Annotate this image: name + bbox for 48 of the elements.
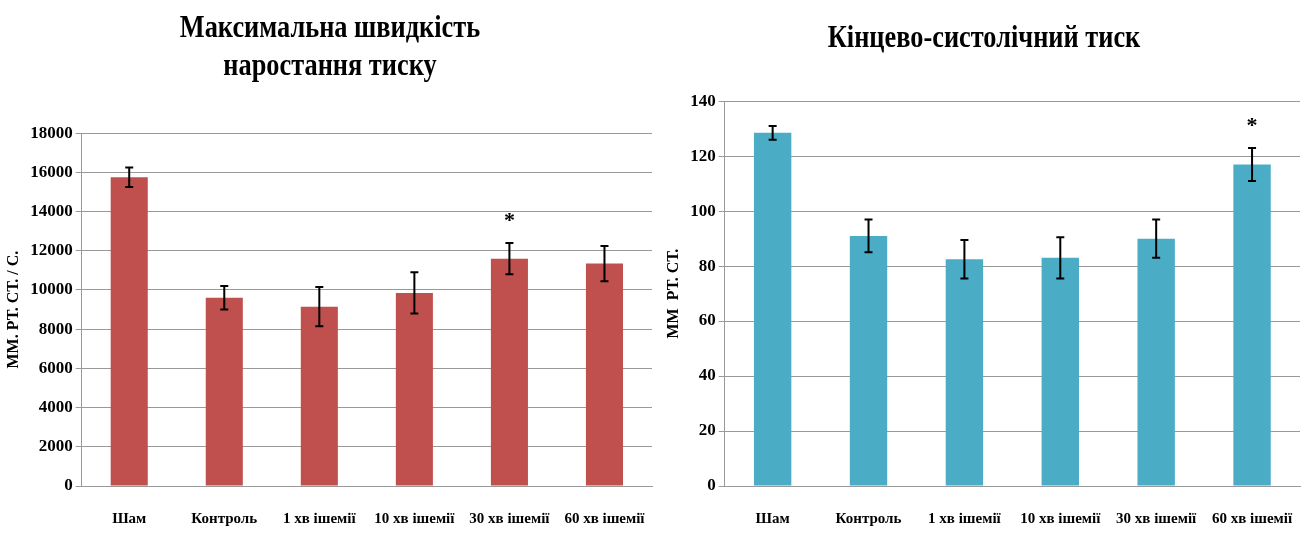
y-tick-label: 0: [707, 475, 716, 495]
bar: [753, 132, 792, 486]
y-tick-label: 140: [690, 90, 716, 110]
bar: [1137, 238, 1175, 486]
y-tick-label: 2000: [38, 436, 73, 456]
y-axis-title: ММ РТ. СТ.: [663, 248, 681, 339]
x-tick-label: 1 хв ішемії: [928, 509, 1002, 526]
bar: [110, 177, 148, 486]
y-tick-label: 100: [690, 200, 716, 220]
x-tick-label: 60 хв ішемії: [564, 509, 646, 526]
y-tick-label: 14000: [30, 200, 73, 220]
x-tick-label: 10 хв ішемії: [1020, 509, 1102, 526]
x-tick-label: 30 хв ішемії: [1116, 509, 1198, 526]
y-tick-label: 18000: [30, 122, 73, 142]
x-tick-label: Шам: [112, 509, 147, 526]
y-axis-title: ММ. РТ. СТ. / С.: [3, 250, 21, 369]
y-tick-label: 60: [698, 310, 716, 330]
x-tick-label: Контроль: [835, 509, 902, 526]
y-tick-label: 12000: [30, 240, 73, 260]
bar: [490, 258, 528, 486]
x-tick-label: Контроль: [191, 509, 258, 526]
bar: [849, 235, 888, 486]
annotation: *: [503, 206, 515, 232]
y-tick-label: 8000: [38, 318, 73, 338]
bar: [945, 259, 984, 486]
x-tick-label: 1 хв ішемії: [283, 509, 357, 526]
y-tick-label: 10000: [30, 279, 73, 299]
y-tick-label: 16000: [30, 161, 73, 181]
bar: [395, 292, 433, 486]
x-tick-label: Шам: [755, 509, 790, 526]
y-tick-label: 20: [698, 420, 716, 440]
bar: [585, 263, 624, 486]
bar: [1233, 164, 1271, 486]
bar: [205, 297, 243, 486]
x-tick-label: 60 хв ішемії: [1211, 509, 1293, 526]
y-tick-label: 40: [698, 365, 716, 385]
chart-title: Максимальна швидкість наростання тиску: [178, 8, 482, 84]
bar: [300, 306, 338, 486]
bar: [1041, 257, 1079, 486]
x-tick-label: 30 хв ішемії: [469, 509, 551, 526]
x-tick-label: 10 хв ішемії: [374, 509, 456, 526]
y-tick-label: 0: [64, 475, 73, 495]
y-tick-label: 80: [698, 255, 716, 275]
chart-title: Кінцево-систолічний тиск: [826, 18, 1142, 56]
y-tick-label: 6000: [38, 357, 73, 377]
y-tick-label: 120: [690, 145, 716, 165]
y-tick-label: 4000: [38, 396, 73, 416]
annotation: *: [1246, 111, 1258, 137]
